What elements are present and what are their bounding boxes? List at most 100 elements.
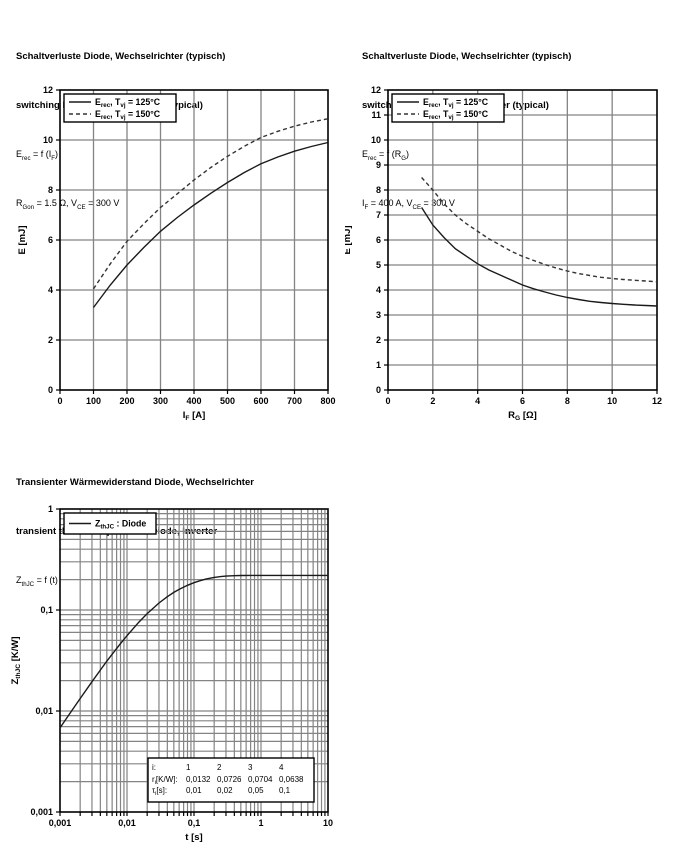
y-tick-label: 1 <box>48 504 53 514</box>
legend-box <box>63 93 177 123</box>
y-tick-label: 6 <box>48 235 53 245</box>
curve-dashed <box>421 177 658 283</box>
thermal-model-cell: 4 <box>279 763 284 772</box>
chart-unit-zthjc: Transienter Wärmewiderstand Diode, Wechs… <box>0 440 345 844</box>
curve-solid <box>92 141 329 308</box>
thermal-model-cell: 0,05 <box>248 786 264 795</box>
chart-conditions-line: RGon = 1.5 Ω, VCE = 300 V <box>16 198 120 211</box>
chart-unit-erec-if: Schaltverluste Diode, Wechselrichter (ty… <box>0 14 345 425</box>
y-tick-label: 0,01 <box>35 706 53 716</box>
x-tick-label: 700 <box>287 396 302 406</box>
x-tick-label: 600 <box>253 396 268 406</box>
legend-label: Erec, Tvj = 125°C <box>95 97 161 109</box>
y-tick-label: 11 <box>371 110 381 120</box>
x-tick-label: 10 <box>323 818 333 828</box>
y-tick-label: 8 <box>48 185 53 195</box>
x-tick-label: 12 <box>652 396 662 406</box>
y-axis-label: ZthJC [K/W] <box>10 636 22 684</box>
chart-title-de: Schaltverluste Diode, Wechselrichter (ty… <box>16 51 226 62</box>
x-tick-label: 8 <box>565 396 570 406</box>
chart-title-block: Schaltverluste Diode, Wechselrichter (ty… <box>0 14 345 210</box>
y-tick-label: 2 <box>376 335 381 345</box>
y-tick-label: 10 <box>43 135 53 145</box>
plot-border <box>59 89 329 391</box>
x-tick-label: 4 <box>475 396 480 406</box>
legend-label: Erec, Tvj = 150°C <box>423 109 489 121</box>
plot-border <box>387 89 658 391</box>
thermal-model-cell: 0,0704 <box>248 775 273 784</box>
thermal-model-cell: 1 <box>186 763 191 772</box>
thermal-model-cell: 0,0726 <box>217 775 242 784</box>
y-axis-label: E [mJ] <box>345 225 353 254</box>
y-tick-label: 0,1 <box>40 605 53 615</box>
y-tick-label: 1 <box>376 360 381 370</box>
y-tick-label: 8 <box>376 185 381 195</box>
thermal-model-cell: 0,02 <box>217 786 233 795</box>
y-tick-label: 12 <box>43 85 53 95</box>
y-tick-label: 4 <box>48 285 53 295</box>
y-tick-label: 0 <box>376 385 381 395</box>
y-tick-label: 0,001 <box>30 807 53 817</box>
x-tick-label: 400 <box>186 396 201 406</box>
x-axis-label: IF [A] <box>183 410 206 422</box>
chart-title-de: Schaltverluste Diode, Wechselrichter (ty… <box>362 51 572 62</box>
x-tick-label: 1 <box>258 818 263 828</box>
chart-unit-erec-rg: Schaltverluste Diode, Wechselrichter (ty… <box>345 14 691 425</box>
y-tick-label: 7 <box>376 210 381 220</box>
legend-label: Erec, Tvj = 150°C <box>95 109 161 121</box>
chart-title-block: Transienter Wärmewiderstand Diode, Wechs… <box>0 440 345 587</box>
legend-label: Erec, Tvj = 125°C <box>423 97 489 109</box>
thermal-model-row-label: ri[K/W]: <box>152 775 178 786</box>
x-tick-label: 0,1 <box>188 818 201 828</box>
x-tick-label: 800 <box>320 396 335 406</box>
x-tick-label: 500 <box>220 396 235 406</box>
x-tick-label: 0 <box>57 396 62 406</box>
chart-function-line: Erec = f (IF) <box>16 149 59 162</box>
y-tick-label: 4 <box>376 285 381 295</box>
thermal-model-cell: 0,01 <box>186 786 202 795</box>
plot-border <box>59 508 329 813</box>
x-axis-label: t [s] <box>185 832 202 843</box>
x-axis-label: RG [Ω] <box>508 410 537 422</box>
x-tick-label: 300 <box>153 396 168 406</box>
chart-title-de: Transienter Wärmewiderstand Diode, Wechs… <box>16 477 254 488</box>
y-tick-label: 5 <box>376 260 381 270</box>
y-tick-label: 12 <box>371 85 381 95</box>
thermal-model-table <box>147 757 315 803</box>
thermal-model-row-label: i: <box>152 763 156 772</box>
legend-box <box>63 512 157 535</box>
x-tick-label: 0,01 <box>118 818 136 828</box>
thermal-model-cell: 0,0638 <box>279 775 304 784</box>
x-tick-label: 200 <box>119 396 134 406</box>
x-tick-label: 100 <box>86 396 101 406</box>
thermal-model-row-label: τi[s]: <box>152 786 167 797</box>
chart-title-block: Schaltverluste Diode, Wechselrichter (ty… <box>345 14 691 210</box>
curve-dashed <box>92 118 329 290</box>
y-tick-label: 0 <box>48 385 53 395</box>
chart-function-line: ZthJC = f (t) <box>16 575 58 588</box>
y-tick-label: 2 <box>48 335 53 345</box>
y-tick-label: 3 <box>376 310 381 320</box>
y-tick-label: 9 <box>376 160 381 170</box>
legend-box <box>391 93 505 123</box>
plot-zthjc-vs-t: 0,001 0,01 0,1 1 10 0,001 0,01 0,1 1 t [s] ZthJC [… <box>10 504 333 843</box>
y-tick-label: 6 <box>376 235 381 245</box>
y-tick-label: 10 <box>371 135 381 145</box>
plot-erec-vs-if: 0 100 200 300 400 500 600 700 800 0 2 4 6 8 10 12 IF [A]… <box>17 85 336 422</box>
y-axis-label: E [mJ] <box>17 225 28 254</box>
legend-label: ZthJC : Diode <box>95 519 146 531</box>
thermal-model-cell: 0,1 <box>279 786 291 795</box>
thermal-model-cell: 0,0132 <box>186 775 211 784</box>
thermal-model-cell: 2 <box>217 763 222 772</box>
x-tick-label: 0 <box>385 396 390 406</box>
curve-solid <box>59 574 328 729</box>
x-tick-label: 0,001 <box>49 818 72 828</box>
curve-solid <box>421 207 658 307</box>
x-tick-label: 2 <box>430 396 435 406</box>
thermal-model-cell: 3 <box>248 763 253 772</box>
chart-conditions-line: IF = 400 A, VCE = 300 V <box>362 198 455 211</box>
x-tick-label: 6 <box>520 396 525 406</box>
x-tick-label: 10 <box>607 396 617 406</box>
